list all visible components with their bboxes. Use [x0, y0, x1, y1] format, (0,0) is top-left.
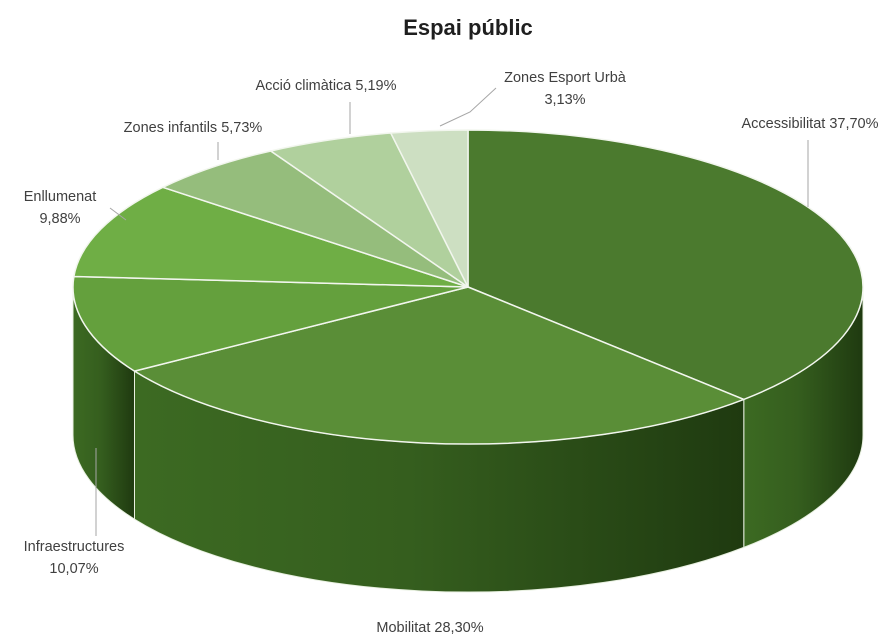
data-label-infraestructures: Infraestructures 10,07% [24, 539, 125, 577]
slice-zones-infantils[interactable] [162, 150, 469, 288]
data-labels: Accessibilitat 37,70% Mobilitat 28,30% Inf… [24, 70, 879, 635]
pie-slices [72, 129, 864, 445]
leader-line-zones-esport-urba [439, 87, 497, 127]
data-label-zones-infantils: Zones infantils 5,73% [124, 120, 263, 136]
slice-zones-esport-urba[interactable] [390, 129, 469, 288]
slice-enllumenat[interactable] [73, 186, 469, 288]
data-label-accio-climatica: Acció climàtica 5,19% [255, 78, 396, 94]
slice-accessibilitat[interactable] [467, 129, 864, 401]
data-label-mobilitat: Mobilitat 28,30% [376, 620, 483, 635]
data-label-zones-esport-urba: Zones Esport Urbà 3,13% [504, 70, 627, 108]
slice-mobilitat[interactable] [133, 286, 745, 445]
chart-title: Espai públic [403, 15, 533, 40]
leader-line-enllumenat [109, 207, 127, 221]
leader-lines [95, 87, 809, 536]
pie-sides [72, 286, 864, 593]
data-label-enllumenat: Enllumenat 9,88% [24, 189, 97, 227]
slice-infraestructures[interactable] [72, 275, 469, 372]
data-label-accessibilitat: Accessibilitat 37,70% [741, 116, 878, 132]
